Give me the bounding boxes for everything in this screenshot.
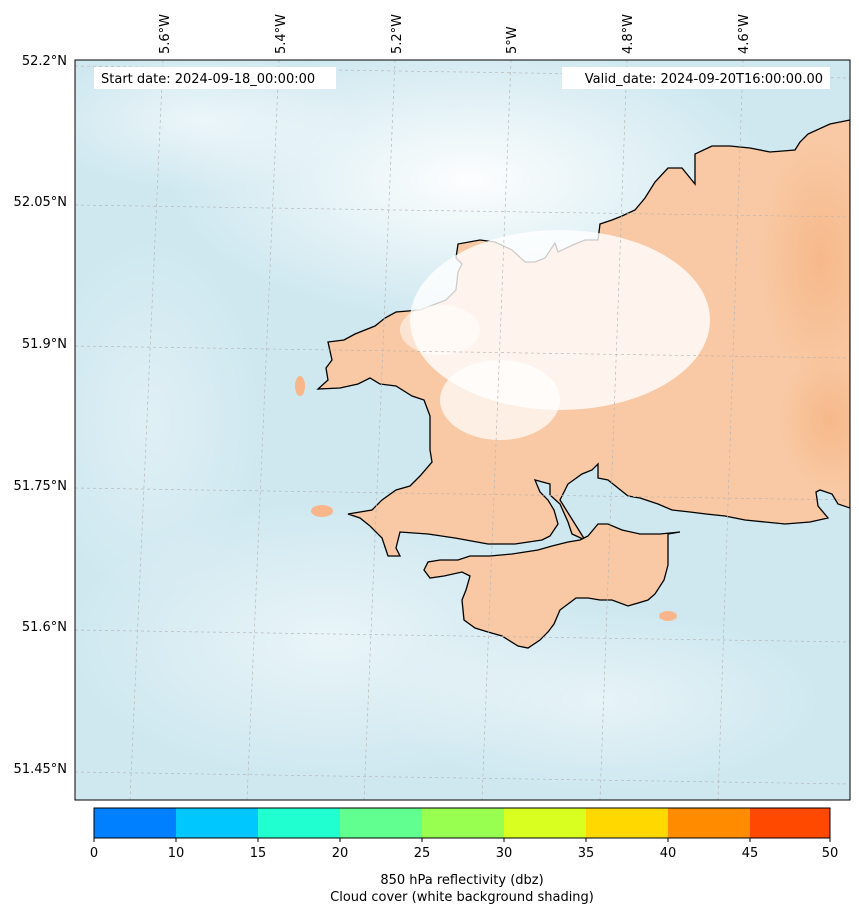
lon-label: 5.6°W — [158, 14, 173, 54]
land-shading — [760, 140, 850, 380]
start-date-box — [94, 67, 336, 89]
island-skomer — [311, 505, 333, 517]
map-area — [75, 60, 850, 800]
valid-date-box — [562, 67, 830, 89]
colorbar-ticks — [93, 838, 831, 842]
lon-label: 5.2°W — [390, 14, 405, 54]
start-date-label: Start date: 2024-09-18_00:00:00 — [101, 72, 315, 87]
land-shading — [780, 350, 850, 490]
colorbar-segment — [586, 808, 668, 838]
island-ramsey — [295, 376, 305, 396]
valid-date-label: Valid_date: 2024-09-20T16:00:00.00 — [585, 72, 823, 87]
colorbar-segment — [176, 808, 258, 838]
colorbar-segment — [340, 808, 422, 838]
land-cloud-shading — [400, 305, 480, 355]
colorbar-frame — [93, 807, 831, 839]
island-caldey — [659, 611, 677, 621]
colorbar-tick-label: 25 — [414, 846, 431, 861]
colorbar-segment — [258, 808, 340, 838]
colorbar-tick-label: 35 — [578, 846, 595, 861]
lon-label: 5°W — [505, 26, 520, 54]
cloud-shading — [75, 240, 260, 600]
colorbar-subtitle: Cloud cover (white background shading) — [330, 890, 594, 905]
lat-label: 51.75°N — [14, 479, 67, 494]
colorbar-tick-label: 20 — [332, 846, 349, 861]
lon-label: 5.4°W — [274, 14, 289, 54]
land-cloud-shading — [440, 360, 560, 440]
colorbar-tick-label: 40 — [660, 846, 677, 861]
colorbar-tick-label: 45 — [742, 846, 759, 861]
colorbar-tick-label: 10 — [168, 846, 185, 861]
lat-label: 52.2°N — [22, 54, 67, 69]
colorbar-tick-label: 15 — [250, 846, 267, 861]
cloud-shading — [380, 610, 820, 790]
colorbar-segment — [668, 808, 750, 838]
colorbar-tick-label: 0 — [90, 846, 98, 861]
lat-label: 51.6°N — [22, 620, 67, 635]
colorbar-segment — [422, 808, 504, 838]
latitude-labels: 52.2°N 52.05°N 51.9°N 51.75°N 51.6°N 51.… — [14, 54, 67, 777]
lon-label: 4.8°W — [621, 14, 636, 54]
cloud-shading — [75, 60, 360, 190]
lat-label: 51.9°N — [22, 337, 67, 352]
lat-label: 52.05°N — [14, 195, 67, 210]
map-frame — [74, 59, 851, 801]
colorbar-tick-label: 30 — [496, 846, 513, 861]
colorbar-segment — [504, 808, 586, 838]
longitude-labels: 5.6°W 5.4°W 5.2°W 5°W 4.8°W 4.6°W — [158, 14, 752, 54]
lat-label: 51.45°N — [14, 762, 67, 777]
lon-label: 4.6°W — [737, 14, 752, 54]
land-mass-south-peninsula — [423, 523, 681, 649]
colorbar-title: 850 hPa reflectivity (dbz) — [380, 873, 543, 888]
colorbar-segment — [750, 808, 830, 838]
colorbar-tick-label: 50 — [822, 846, 839, 861]
reflectivity-colorbar: 0 10 15 20 25 30 35 40 45 50 850 hPa ref… — [90, 807, 839, 905]
colorbar-segment — [94, 808, 176, 838]
